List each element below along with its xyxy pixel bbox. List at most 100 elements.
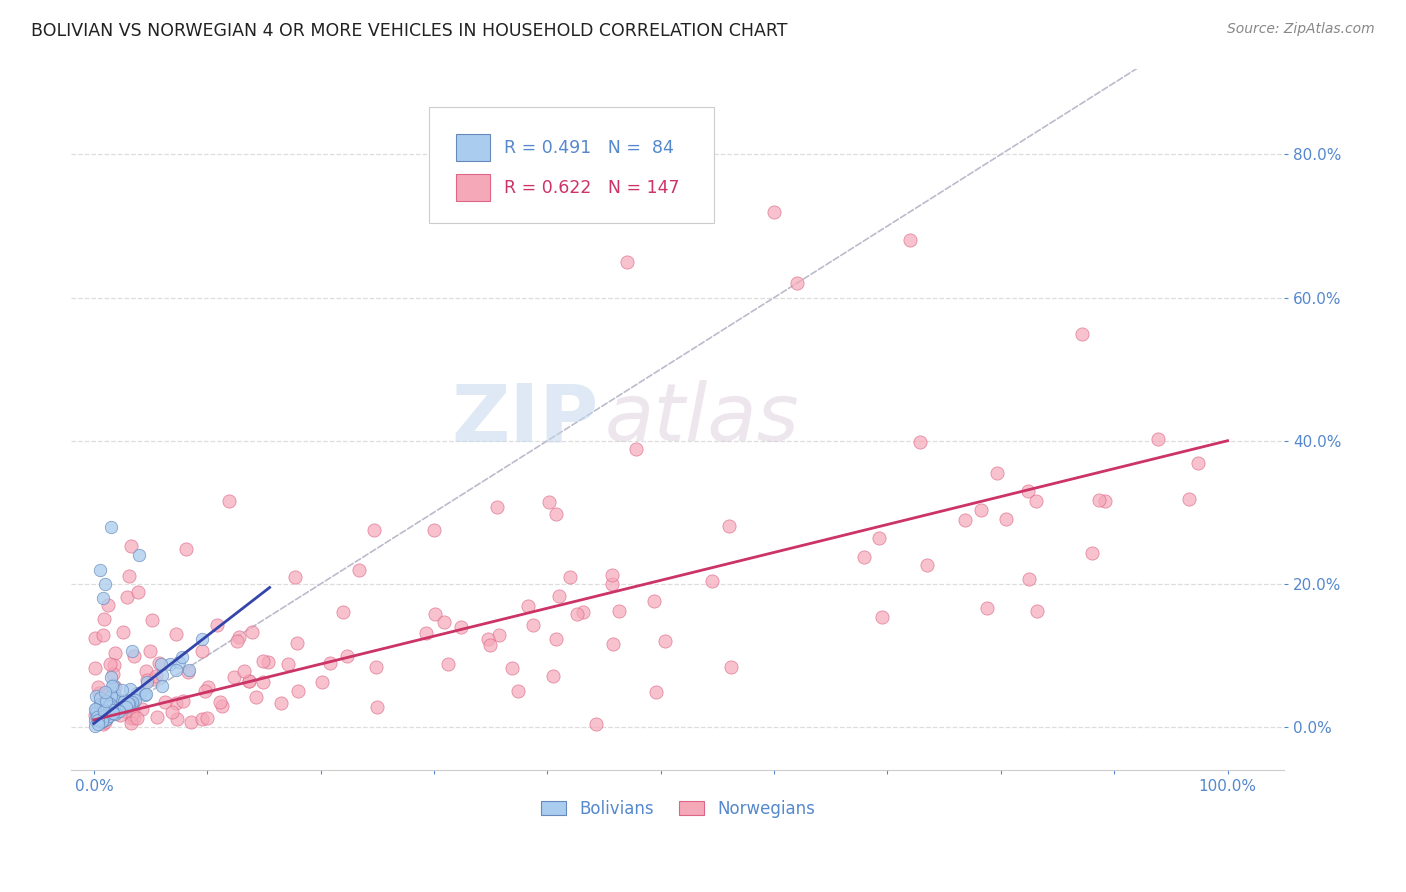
Point [898,233,921,247]
Point [93,704,115,718]
Point [486,500,509,514]
Point [117,590,139,604]
Point [91,714,114,729]
Point [93,628,115,642]
Point [366,699,388,714]
Point [506,684,529,698]
Point [336,649,359,664]
Point [150,667,173,681]
Point [122,648,145,663]
Point [87,717,110,731]
Point [91,698,114,713]
FancyBboxPatch shape [456,175,489,201]
Point [180,714,202,729]
Point [172,649,194,664]
Point [544,632,567,646]
Point [252,655,274,669]
Point [415,625,437,640]
Point [118,568,141,582]
FancyBboxPatch shape [456,135,489,161]
Point [91,717,114,731]
Point [174,541,197,556]
Point [89,698,111,712]
Point [538,495,561,509]
Point [177,665,200,679]
Point [98,705,121,719]
Point [91,591,114,606]
Point [90,714,112,728]
Point [994,512,1017,526]
Point [120,715,142,730]
Point [120,682,142,697]
Point [146,710,169,724]
Point [643,594,665,608]
Point [191,712,214,726]
Point [84,719,107,733]
Point [167,655,190,669]
Point [93,713,115,727]
Point [84,714,107,728]
Point [96,695,118,709]
Point [98,697,121,711]
Point [121,705,143,719]
Point [252,675,274,690]
Text: R = 0.491   N =  84: R = 0.491 N = 84 [505,139,673,157]
Point [700,574,723,589]
Point [143,672,166,686]
Point [136,673,159,688]
Point [100,689,122,703]
Text: Source: ZipAtlas.com: Source: ZipAtlas.com [1227,22,1375,37]
Point [197,680,219,694]
Point [565,607,588,621]
Point [104,695,127,709]
Point [87,714,110,728]
Point [108,704,131,718]
Point [115,698,138,712]
Point [870,609,893,624]
Point [98,704,121,718]
Point [501,661,523,675]
Point [616,254,638,268]
Point [89,563,111,577]
Point [177,663,200,677]
Point [101,699,124,714]
Point [1147,432,1170,446]
Point [96,688,118,702]
Point [101,703,124,717]
Point [136,675,159,690]
Point [84,689,107,703]
Point [101,666,124,681]
Point [115,700,138,714]
Point [100,705,122,719]
Point [544,507,567,521]
Point [1187,456,1209,470]
Point [135,665,157,679]
Point [134,688,156,702]
Point [120,711,142,725]
Point [120,539,142,553]
Point [104,701,127,715]
Point [100,519,122,533]
Point [1071,327,1094,342]
Point [153,695,176,709]
Point [103,706,125,720]
Point [121,694,143,708]
Point [103,690,125,705]
Point [209,695,232,709]
Point [93,705,115,719]
Point [84,701,107,715]
Point [450,620,472,634]
Point [720,660,742,674]
Point [112,694,135,708]
Text: ZIP: ZIP [451,380,599,458]
Point [654,634,676,648]
Point [479,638,502,652]
Point [160,705,183,719]
Point [94,699,117,714]
Point [1088,492,1111,507]
Point [347,563,370,577]
Point [98,709,121,723]
Point [104,680,127,694]
Point [141,613,163,627]
Point [121,695,143,709]
